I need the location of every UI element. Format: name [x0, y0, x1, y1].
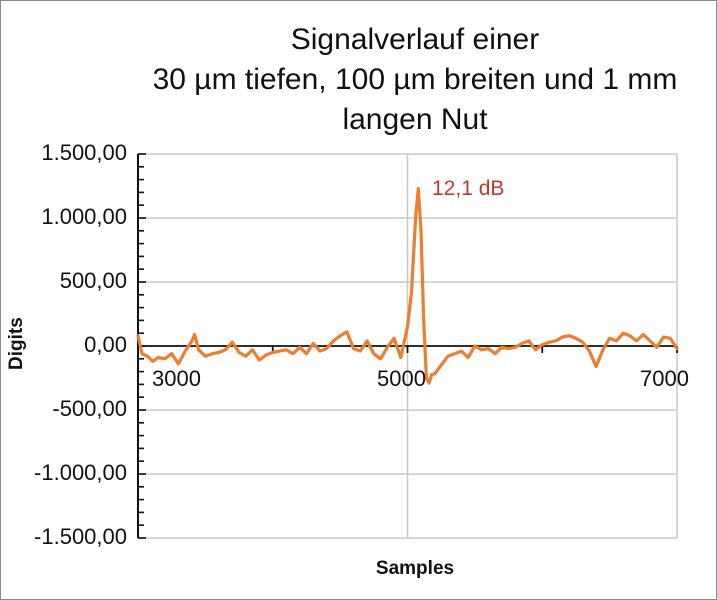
y-tick-label: 500,00 — [59, 268, 127, 293]
x-tick-label: 5000 — [377, 366, 426, 391]
chart-title-line-3: langen Nut — [342, 103, 488, 136]
chart-title-line-1: Signalverlauf einer — [290, 23, 540, 56]
y-tick-label: -1.000,00 — [34, 460, 127, 485]
x-axis-title: Samples — [375, 558, 455, 579]
x-tick-label: 3000 — [152, 366, 201, 391]
y-tick-label: -500,00 — [52, 396, 127, 421]
chart-title-line-2: 30 µm tiefen, 100 µm breiten und 1 mm — [152, 63, 678, 96]
y-axis-title: Digits — [6, 317, 27, 370]
signal-line — [136, 187, 679, 385]
gridlines — [138, 153, 678, 539]
y-tick-label: -1.500,00 — [34, 524, 127, 549]
y-tick-label: 1.500,00 — [41, 140, 127, 165]
x-tick-label: 7000 — [640, 366, 689, 391]
peak-annotation: 12,1 dB — [432, 177, 505, 200]
y-tick-label: 1.000,00 — [41, 204, 127, 229]
y-tick-label: 0,00 — [84, 332, 127, 357]
chart-title: Signalverlauf einer 30 µm tiefen, 100 µm… — [120, 20, 710, 140]
